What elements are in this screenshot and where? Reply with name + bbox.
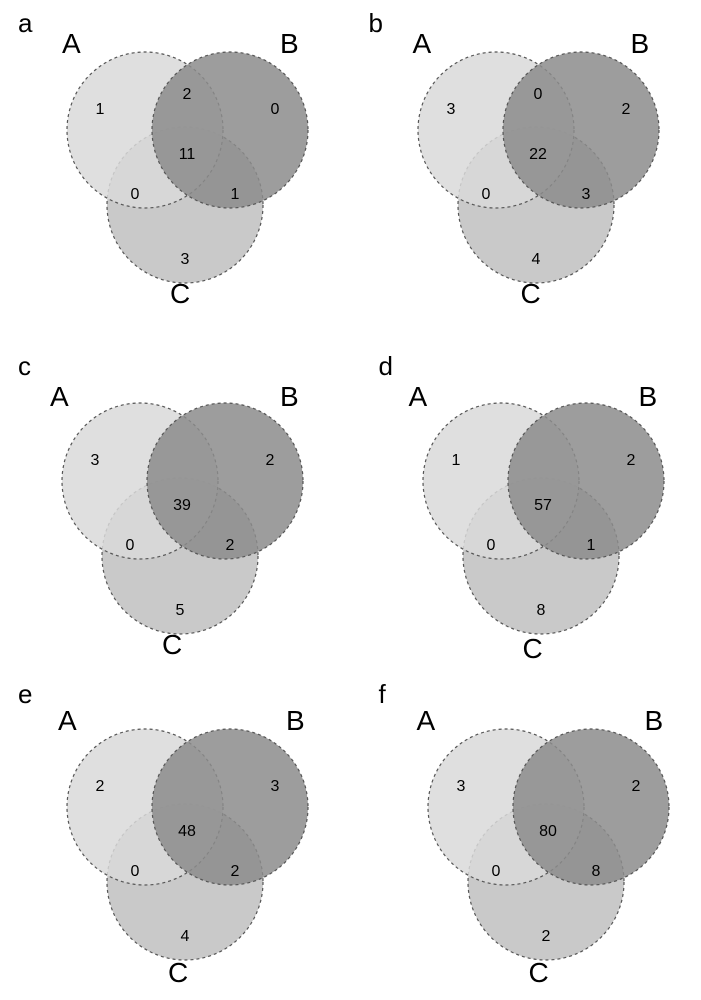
venn-diagram: 1 0 3 2 0 1 11 [40, 40, 320, 305]
circle-B [147, 403, 303, 559]
region-BC: 3 [581, 186, 590, 203]
region-AC: 0 [131, 186, 140, 203]
region-C-only: 3 [181, 251, 190, 268]
region-A-only: 3 [456, 778, 465, 795]
region-B-only: 2 [621, 101, 630, 118]
region-B-only: 2 [626, 453, 635, 470]
panel-label: e [18, 679, 32, 710]
region-AC: 0 [481, 186, 490, 203]
panel-label: a [18, 8, 32, 39]
region-BC: 1 [586, 538, 595, 555]
region-AC: 0 [491, 863, 500, 880]
region-C-only: 4 [531, 251, 540, 268]
region-B-only: 3 [271, 778, 280, 795]
venn-diagram: 3 2 2 0 8 80 [401, 717, 681, 982]
region-BC: 2 [226, 538, 235, 555]
region-B-only: 2 [266, 453, 275, 470]
region-C-only: 8 [536, 603, 545, 620]
region-BC: 2 [231, 863, 240, 880]
region-C-only: 2 [541, 928, 550, 945]
panel-e: e A B C 2 3 4 0 2 48 [0, 667, 351, 1000]
panel-a: a A B C 1 0 3 2 0 1 11 [0, 0, 351, 333]
region-A-only: 3 [91, 453, 100, 470]
region-A-only: 1 [96, 101, 105, 118]
region-ABC: 80 [539, 823, 557, 840]
region-AC: 0 [486, 538, 495, 555]
region-A-only: 1 [451, 453, 460, 470]
circle-B [513, 729, 669, 885]
region-AB: 0 [533, 86, 542, 103]
region-AC: 0 [126, 538, 135, 555]
region-B-only: 2 [631, 778, 640, 795]
region-A-only: 2 [96, 778, 105, 795]
region-A-only: 3 [446, 101, 455, 118]
panel-f: f A B C 3 2 2 0 8 80 [351, 667, 701, 1000]
panel-label: b [369, 8, 383, 39]
panel-b: b A B C 3 2 4 0 0 3 22 [351, 0, 701, 333]
panel-label: c [18, 351, 31, 382]
panel-c: c A B C 3 2 5 0 2 39 [0, 333, 351, 666]
region-ABC: 57 [534, 498, 552, 515]
region-AB: 2 [183, 86, 192, 103]
panel-label: f [379, 679, 386, 710]
region-BC: 8 [591, 863, 600, 880]
circle-B [152, 52, 308, 208]
venn-diagram: 3 2 5 0 2 39 [35, 391, 315, 656]
circle-B [503, 52, 659, 208]
circle-B [508, 403, 664, 559]
region-ABC: 22 [529, 146, 547, 163]
region-BC: 1 [231, 186, 240, 203]
region-AC: 0 [131, 863, 140, 880]
panel-label: d [379, 351, 393, 382]
venn-diagram: 3 2 4 0 0 3 22 [391, 40, 671, 305]
region-C-only: 5 [176, 603, 185, 620]
region-B-only: 0 [271, 101, 280, 118]
venn-diagram: 2 3 4 0 2 48 [40, 717, 320, 982]
circle-B [152, 729, 308, 885]
venn-diagram: 1 2 8 0 1 57 [396, 391, 676, 656]
region-ABC: 39 [173, 498, 191, 515]
venn-grid: a A B C 1 0 3 2 0 1 11 b A B C [0, 0, 701, 1000]
region-C-only: 4 [181, 928, 190, 945]
region-ABC: 48 [178, 823, 196, 840]
region-ABC: 11 [179, 146, 196, 163]
panel-d: d A B C 1 2 8 0 1 57 [351, 333, 701, 666]
